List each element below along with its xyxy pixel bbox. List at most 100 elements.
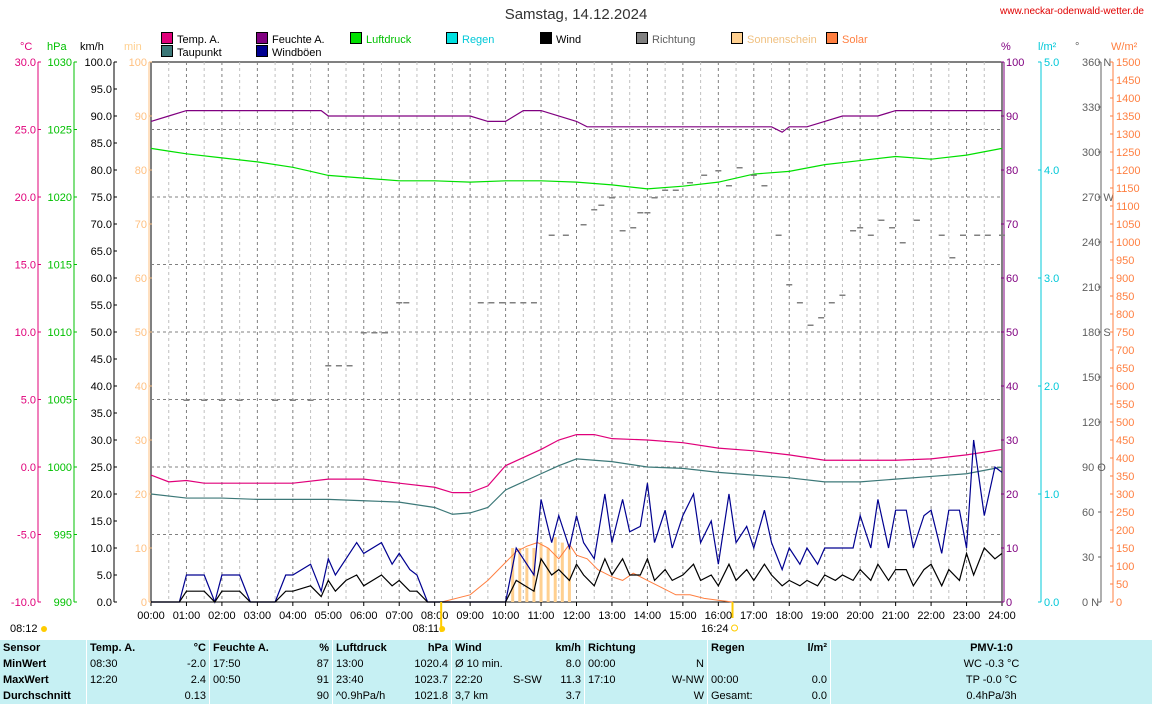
axis-tick-label-wind: 60.0 (91, 273, 112, 285)
legend-swatch (731, 32, 743, 44)
axis-tick-label-direction: 90 O (1082, 462, 1106, 474)
axis-tick-label-humidity: 90 (1006, 111, 1018, 123)
direction-point (850, 230, 857, 232)
stats-cell: 1023.7 (414, 674, 448, 686)
stats-cell: 87 (316, 658, 329, 670)
legend-label: Temp. A. (177, 34, 220, 46)
direction-point (786, 284, 793, 286)
stats-cell: W-NW (671, 674, 704, 686)
direction-point (701, 174, 708, 176)
axis-tick-label-sun: 90 (135, 111, 147, 123)
axis-tick-label-solar: 350 (1116, 471, 1134, 483)
direction-point (403, 302, 410, 304)
stats-cell (209, 688, 286, 704)
direction-point (360, 332, 367, 334)
stats-header-humidity: Feuchte A. (209, 640, 286, 656)
direction-point (477, 302, 484, 304)
legend-label: Taupunkt (177, 47, 222, 59)
axis-tick-label-sun: 100 (129, 57, 147, 69)
legend-swatch (161, 45, 173, 57)
direction-point (750, 174, 757, 176)
x-tick-label: 11:00 (528, 610, 555, 622)
axis-tick-label-direction: 150 (1082, 372, 1100, 384)
axis-tick-label-solar: 1250 (1116, 147, 1140, 159)
direction-point (183, 399, 190, 401)
unit-solar: W/m² (1111, 41, 1138, 53)
stats-cell: ^0.9hPa/h (332, 688, 399, 704)
axis-tick-label-solar: 1300 (1116, 129, 1140, 141)
direction-point (761, 185, 768, 187)
axis-tick-label-solar: 700 (1116, 345, 1134, 357)
axis-tick-label-solar: 250 (1116, 507, 1134, 519)
axis-tick-label-temp: 15.0 (15, 260, 36, 272)
sunrise-sun-icon (439, 626, 446, 632)
x-tick-label: 17:00 (740, 610, 768, 622)
x-tick-label: 10:00 (492, 610, 520, 622)
stats-header-pmv: PMV-1:0 (830, 640, 1152, 656)
direction-point (889, 227, 896, 229)
x-tick-label: 00:00 (137, 610, 165, 622)
legend-swatch (256, 45, 268, 57)
sunrise-label: 08:11 (412, 623, 439, 635)
stats-cell: Ø 10 min. (451, 656, 510, 672)
axis-tick-label-solar: 100 (1116, 561, 1134, 573)
unit-rain: l/m² (1038, 41, 1057, 53)
direction-point (530, 302, 537, 304)
legend-swatch (826, 32, 838, 44)
stats-cell: 17:50 (209, 656, 286, 672)
axis-tick-label-direction: 360 N (1082, 57, 1111, 69)
legend-item-sunshine: Sonnenschein (731, 32, 817, 46)
axis-tick-label-rain: 3.0 (1044, 273, 1059, 285)
unit-humidity: % (1001, 41, 1011, 53)
axis-tick-label-wind: 55.0 (91, 300, 112, 312)
axis-tick-label-wind: 80.0 (91, 165, 112, 177)
axis-tick-label-humidity: 10 (1006, 543, 1018, 555)
direction-point (974, 234, 981, 236)
legend-item-gusts: Windböen (256, 45, 322, 59)
axis-tick-label-humidity: 30 (1006, 435, 1018, 447)
axis-tick-label-pressure: 1020 (48, 192, 72, 204)
sunrise-left-label: 08:12 (10, 623, 38, 635)
direction-point (828, 302, 835, 304)
series-line-taupunkt (150, 458, 1003, 515)
stats-row-label: MaxWert (3, 674, 49, 686)
axis-tick-label-solar: 1150 (1116, 183, 1140, 195)
axis-tick-label-wind: 50.0 (91, 327, 112, 339)
sunset-label: 16:24 (701, 623, 729, 635)
axis-tick-label-solar: 600 (1116, 381, 1134, 393)
axis-tick-label-humidity: 50 (1006, 327, 1018, 339)
axis-tick-label-wind: 5.0 (97, 570, 112, 582)
stats-cell: 0.13 (184, 690, 206, 702)
axis-tick-label-humidity: 20 (1006, 489, 1018, 501)
axis-tick-label-solar: 750 (1116, 327, 1134, 339)
stats-row-label: MinWert (3, 658, 47, 670)
legend-item-solar: Solar (826, 32, 868, 46)
axis-tick-label-rain: 2.0 (1044, 381, 1059, 393)
axis-tick-label-solar: 450 (1116, 435, 1134, 447)
axis-tick-label-direction: 0 N (1082, 597, 1099, 609)
site-link[interactable]: www.neckar-odenwald-wetter.de (1000, 6, 1144, 17)
stats-header-sensor: Sensor (3, 642, 41, 654)
direction-point (736, 167, 743, 169)
stats-header-direction-val (651, 640, 708, 656)
stats-cell (510, 656, 550, 672)
axis-tick-label-humidity: 0 (1006, 597, 1012, 609)
x-tick-label: 03:00 (244, 610, 272, 622)
stats-header-direction: Richtung (584, 640, 651, 656)
axis-tick-label-wind: 65.0 (91, 246, 112, 258)
direction-point (201, 399, 208, 401)
axis-tick-label-wind: 25.0 (91, 462, 112, 474)
axis-tick-label-solar: 200 (1116, 525, 1134, 537)
stats-cell: -2.0 (187, 658, 206, 670)
stats-row-avg: Durchschnitt 0.13 90 ^0.9hPa/h 1021.8 3,… (0, 688, 1152, 704)
direction-point (913, 219, 920, 221)
x-tick-label: 01:00 (173, 610, 201, 622)
x-tick-label: 02:00 (208, 610, 236, 622)
stats-cell: 2.4 (190, 674, 206, 686)
direction-point (959, 234, 966, 236)
axis-tick-label-temp: 0.0 (21, 462, 36, 474)
stats-cell: 1021.8 (414, 690, 448, 702)
series-line-wind (151, 546, 1003, 603)
direction-point (325, 365, 332, 367)
unit-temp: °C (20, 41, 33, 53)
